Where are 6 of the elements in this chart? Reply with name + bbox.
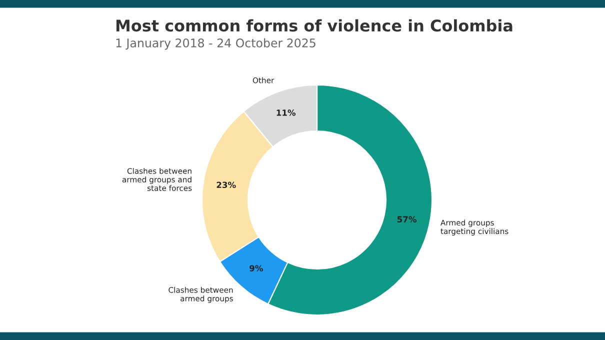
data-label: 23% (216, 182, 236, 188)
data-label: 11% (276, 110, 296, 116)
chart-subtitle: 1 January 2018 - 24 October 2025 (116, 38, 316, 50)
data-label: 57% (397, 216, 416, 222)
chart-title: Most common forms of violence in Colombia (116, 19, 512, 32)
data-label: 9% (250, 265, 263, 272)
